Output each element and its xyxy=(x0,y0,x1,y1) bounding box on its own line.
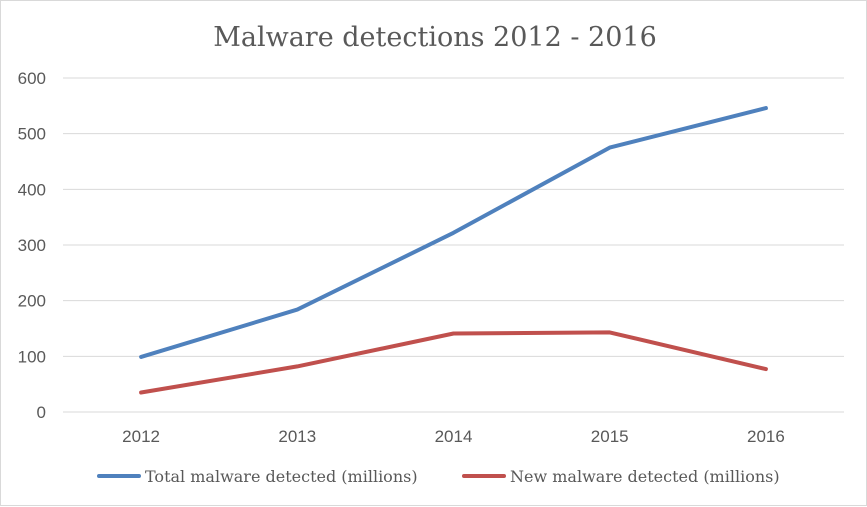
x-tick-label: 2014 xyxy=(435,427,473,446)
y-tick-label: 0 xyxy=(37,403,46,422)
x-tick-label: 2012 xyxy=(122,427,160,446)
legend-label: Total malware detected (millions) xyxy=(145,467,418,486)
y-tick-label: 500 xyxy=(18,125,46,144)
y-tick-label: 400 xyxy=(18,180,46,199)
y-tick-label: 600 xyxy=(18,69,46,88)
x-tick-label: 2015 xyxy=(591,427,629,446)
series-line-2 xyxy=(139,330,768,395)
legend-label: New malware detected (millions) xyxy=(510,467,780,486)
gridlines xyxy=(63,77,844,413)
y-tick-label: 200 xyxy=(18,292,46,311)
y-tick-label: 300 xyxy=(18,236,46,255)
x-tick-label: 2013 xyxy=(278,427,316,446)
legend: Total malware detected (millions) New mal… xyxy=(97,467,780,486)
x-axis-ticks: 2012 2013 2014 2015 2016 xyxy=(122,427,785,446)
series-line-1 xyxy=(139,106,768,359)
chart-title: Malware detections 2012 - 2016 xyxy=(213,22,657,53)
y-axis-ticks: 0 100 200 300 400 500 600 xyxy=(18,69,46,422)
y-tick-label: 100 xyxy=(18,347,46,366)
x-tick-label: 2016 xyxy=(747,427,785,446)
series-lines xyxy=(139,106,768,395)
